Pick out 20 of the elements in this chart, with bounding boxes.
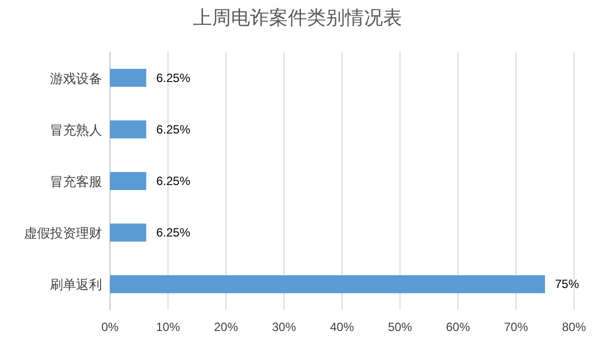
- y-tick-label: 刷单返利: [50, 277, 102, 292]
- y-tick-label: 冒充熟人: [50, 122, 102, 138]
- x-tick-label: 30%: [272, 320, 296, 334]
- x-tick-label: 0%: [101, 320, 119, 334]
- data-label: 6.25%: [156, 122, 191, 136]
- x-tick-label: 70%: [504, 320, 528, 334]
- chart-title: 上周电诈案件类别情况表: [193, 7, 402, 29]
- x-tick-label: 20%: [214, 320, 238, 334]
- data-label: 6.25%: [156, 70, 191, 85]
- x-tick-label: 40%: [330, 320, 354, 334]
- x-tick-label: 60%: [446, 320, 470, 334]
- data-label: 6.25%: [156, 226, 191, 240]
- y-tick-label: 虚假投资理财: [24, 226, 102, 241]
- x-tick-label: 10%: [156, 320, 180, 334]
- data-label: 75%: [555, 277, 580, 292]
- x-tick-label: 80%: [562, 320, 586, 334]
- data-label: 6.25%: [156, 174, 191, 188]
- y-tick-label: 游戏设备: [50, 70, 102, 86]
- x-tick-label: 50%: [388, 320, 412, 334]
- y-tick-label: 冒充客服: [50, 174, 102, 189]
